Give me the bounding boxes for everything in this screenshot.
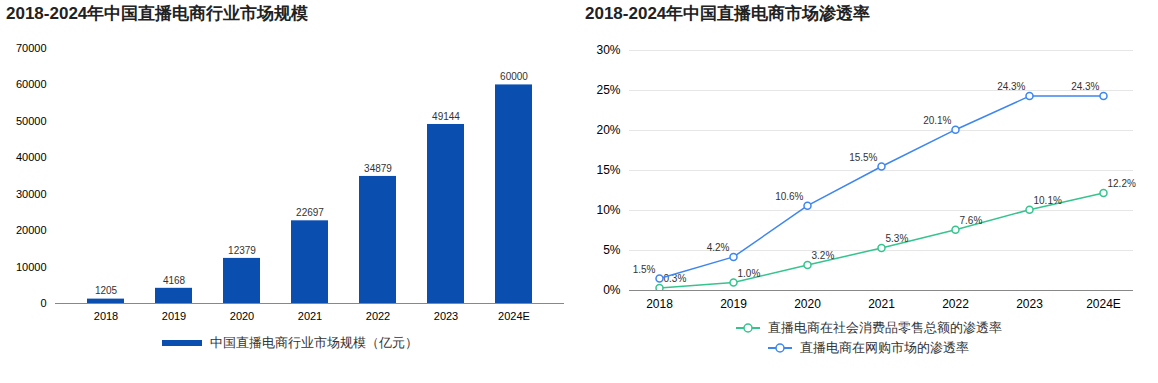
svg-text:60000: 60000 [500,71,528,82]
svg-text:1.0%: 1.0% [738,268,761,279]
html-text:2018-2024年中国直播电商行业市场规模: 2018-2024年中国直播电商行业市场规模 [6,4,309,23]
html-text:直播电商在社会消费品零售总额的渗透率: 直播电商在社会消费品零售总额的渗透率 [767,320,1002,335]
svg-text:15%: 15% [596,163,620,177]
svg-text:4168: 4168 [163,275,186,286]
svg-text:5%: 5% [603,243,621,257]
svg-text:2021: 2021 [868,297,895,311]
svg-text:50000: 50000 [16,115,47,127]
svg-text:2023: 2023 [1016,297,1043,311]
svg-text:15.5%: 15.5% [849,152,877,163]
svg-text:24.3%: 24.3% [1071,81,1099,92]
svg-text:0.3%: 0.3% [664,273,687,284]
svg-text:60000: 60000 [16,78,47,90]
svg-text:20%: 20% [596,123,620,137]
svg-text:12379: 12379 [228,245,256,256]
svg-text:0: 0 [40,297,46,309]
svg-text:5.3%: 5.3% [886,233,909,244]
svg-text:1.5%: 1.5% [633,264,656,275]
svg-text:70000: 70000 [16,42,47,54]
svg-text:10.6%: 10.6% [775,191,803,202]
svg-text:30000: 30000 [16,188,47,200]
svg-text:25%: 25% [596,83,620,97]
svg-text:10.1%: 10.1% [1034,195,1062,206]
svg-text:10000: 10000 [16,261,47,273]
svg-text:2019: 2019 [162,310,186,322]
svg-text:2018: 2018 [646,297,673,311]
svg-text:12.2%: 12.2% [1108,178,1136,189]
html-text:直播电商在网购市场的渗透率: 直播电商在网购市场的渗透率 [800,340,969,355]
svg-text:3.2%: 3.2% [812,250,835,261]
svg-text:2022: 2022 [366,310,390,322]
svg-text:24.3%: 24.3% [997,81,1025,92]
html-text:中国直播电商行业市场规模（亿元）: 中国直播电商行业市场规模（亿元） [209,335,418,350]
svg-text:7.6%: 7.6% [960,215,983,226]
svg-text:20.1%: 20.1% [923,115,951,126]
svg-text:2021: 2021 [298,310,322,322]
svg-text:2020: 2020 [794,297,821,311]
svg-text:10%: 10% [596,203,620,217]
svg-text:20000: 20000 [16,224,47,236]
svg-text:30%: 30% [596,43,620,57]
svg-text:4.2%: 4.2% [707,242,730,253]
html-text:2018-2024年中国直播电商市场渗透率: 2018-2024年中国直播电商市场渗透率 [585,4,871,23]
svg-text:2023: 2023 [434,310,458,322]
svg-text:40000: 40000 [16,151,47,163]
svg-text:2018: 2018 [94,310,118,322]
svg-text:2020: 2020 [230,310,254,322]
svg-text:22697: 22697 [296,207,324,218]
svg-text:0%: 0% [603,283,621,297]
svg-text:2024E: 2024E [1086,297,1121,311]
svg-text:2022: 2022 [942,297,969,311]
svg-text:1205: 1205 [95,285,118,296]
svg-text:2019: 2019 [720,297,747,311]
svg-text:49144: 49144 [432,111,460,122]
svg-text:34879: 34879 [364,163,392,174]
svg-text:2024E: 2024E [498,310,530,322]
